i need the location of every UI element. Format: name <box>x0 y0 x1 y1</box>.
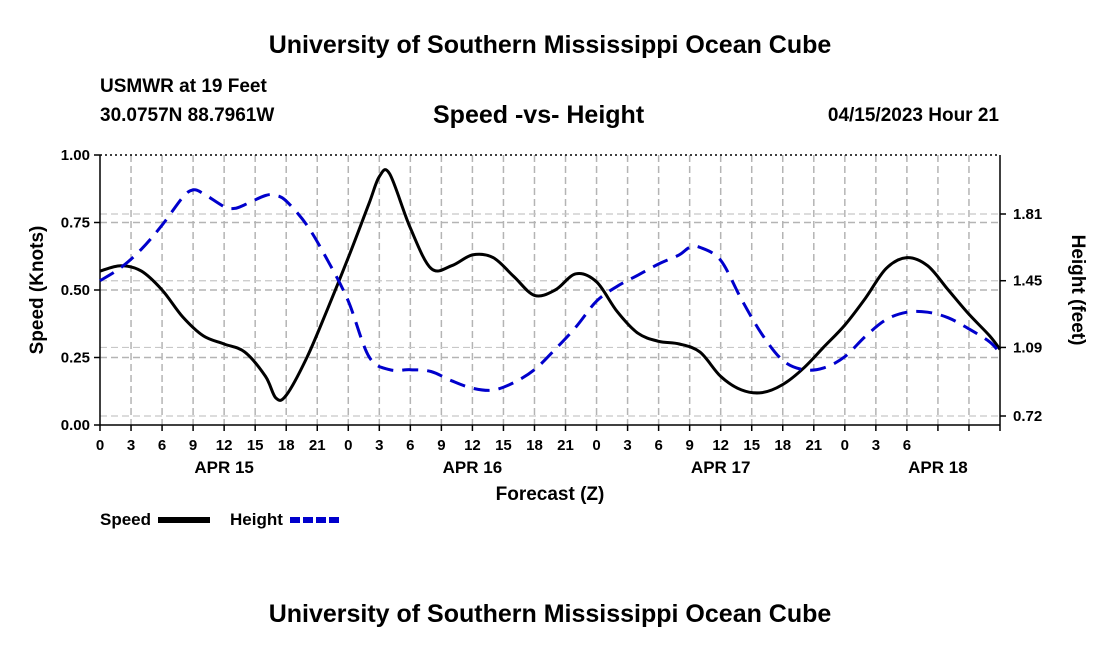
x-tick-label: 6 <box>406 437 414 454</box>
x-tick-label: 15 <box>495 437 512 454</box>
x-tick-label: 6 <box>654 437 662 454</box>
legend-label-speed: Speed <box>100 510 151 529</box>
x-axis-title: Forecast (Z) <box>496 484 605 505</box>
x-tick-label: 21 <box>805 437 822 454</box>
y-axis-title: Speed (Knots) <box>27 226 48 355</box>
x-tick-label: 3 <box>623 437 631 454</box>
grid-layer <box>100 155 1000 425</box>
legend-label-height: Height <box>230 510 283 529</box>
page-title: University of Southern Mississippi Ocean… <box>268 31 832 59</box>
x-tick-label: 18 <box>278 437 295 454</box>
footer-title: University of Southern Mississippi Ocean… <box>268 600 832 628</box>
y-tick-label: 0.75 <box>61 215 90 232</box>
x-tick-label: 3 <box>127 437 135 454</box>
x-date-label: APR 15 <box>194 458 254 477</box>
x-tick-label: 0 <box>344 437 352 454</box>
y2-axis-title: Height (feet) <box>1067 235 1088 346</box>
y-tick-label: 1.00 <box>61 147 90 164</box>
y2-tick-label: 1.81 <box>1013 206 1042 223</box>
x-tick-label: 6 <box>903 437 911 454</box>
station-coordinates: 30.0757N 88.7961W <box>100 105 275 126</box>
series-line-speed <box>99 168 1002 402</box>
station-name: USMWR at 19 Feet <box>100 76 267 97</box>
y2-tick-label: 1.45 <box>1013 273 1042 290</box>
x-date-label: APR 17 <box>691 458 751 477</box>
forecast-datetime: 04/15/2023 Hour 21 <box>827 105 999 126</box>
series-layer <box>99 168 1002 402</box>
y-tick-label: 0.00 <box>61 417 90 434</box>
x-tick-label: 0 <box>592 437 600 454</box>
x-tick-label: 18 <box>774 437 791 454</box>
x-tick-label: 9 <box>189 437 197 454</box>
x-tick-label: 12 <box>712 437 729 454</box>
axes-layer: 0 3 6 9 12 15 18 21 0 3 6 9 12 15 18 21 0 3 6 9 12 15 18 21 0 3 6 A… <box>27 147 1088 505</box>
x-tick-label: 9 <box>685 437 693 454</box>
x-tick-label: 15 <box>743 437 760 454</box>
x-tick-label: 3 <box>872 437 880 454</box>
x-tick-label: 18 <box>526 437 543 454</box>
x-tick-label: 6 <box>158 437 166 454</box>
x-date-label: APR 18 <box>908 458 968 477</box>
y2-tick-label: 0.72 <box>1013 408 1042 425</box>
y2-tick-label: 1.09 <box>1013 339 1042 356</box>
y-tick-label: 0.50 <box>61 282 90 299</box>
x-tick-label: 12 <box>464 437 481 454</box>
x-tick-label: 0 <box>96 437 104 454</box>
x-tick-label: 21 <box>309 437 326 454</box>
x-tick-label: 0 <box>841 437 849 454</box>
x-tick-label: 3 <box>375 437 383 454</box>
x-tick-label: 15 <box>247 437 264 454</box>
x-tick-label: 21 <box>557 437 574 454</box>
series-line-height <box>99 188 1002 392</box>
x-tick-label: 12 <box>216 437 233 454</box>
x-tick-label: 9 <box>437 437 445 454</box>
x-date-label: APR 16 <box>443 458 503 477</box>
chart-title: Speed -vs- Height <box>433 101 645 129</box>
y-tick-label: 0.25 <box>61 350 90 367</box>
legend-layer: Speed Height <box>100 510 342 529</box>
